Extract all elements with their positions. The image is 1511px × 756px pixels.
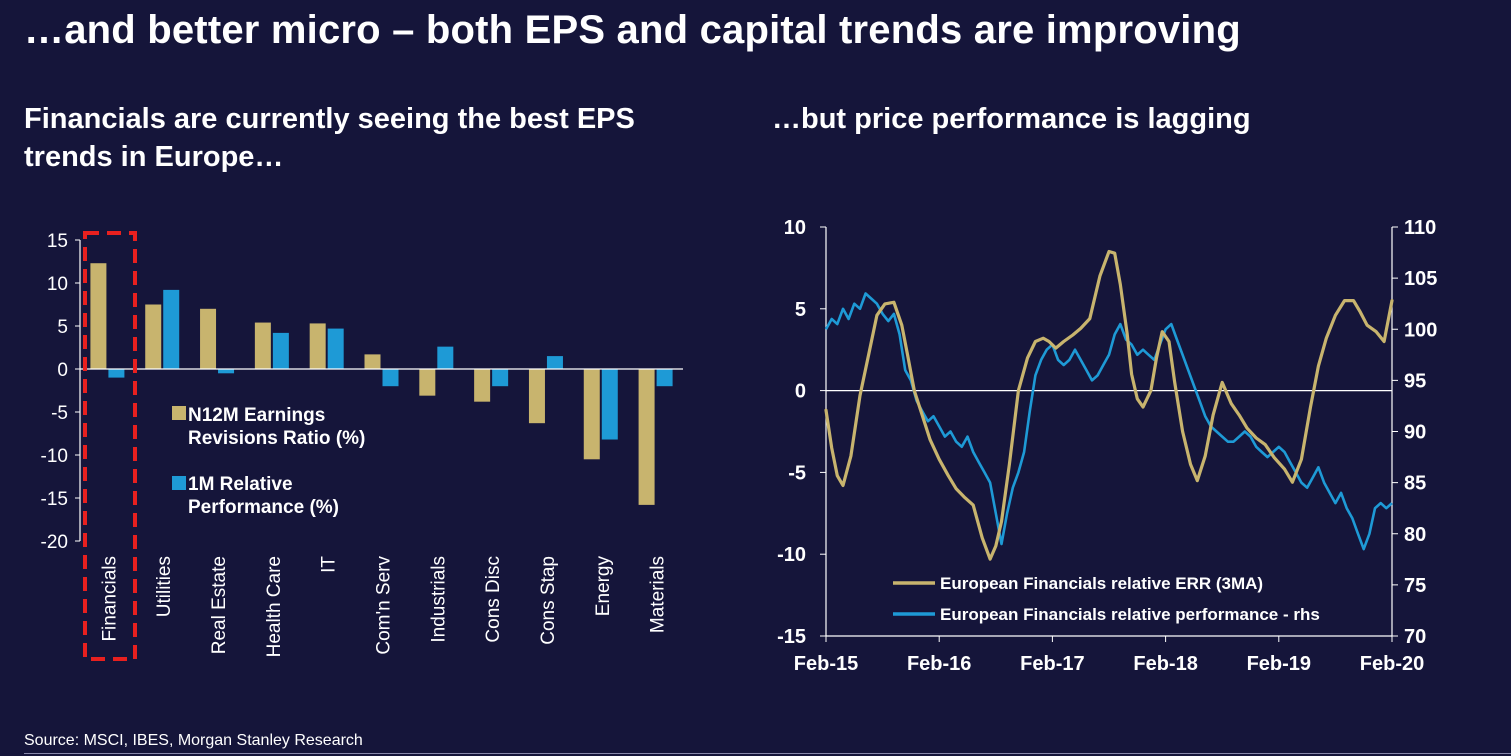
line-x-tick-label: Feb-15: [794, 653, 858, 675]
source-note: Source: MSCI, IBES, Morgan Stanley Resea…: [24, 732, 363, 749]
bar-category-label: Real Estate: [209, 556, 230, 654]
bar-category-label: IT: [319, 556, 340, 573]
bar-relative-performance: [492, 369, 509, 387]
bar-y-tick-label: -10: [41, 446, 68, 467]
bar-relative-performance: [382, 369, 399, 387]
bar-earnings-revisions: [528, 369, 545, 424]
bar-category-label: Materials: [648, 556, 669, 633]
series-relative-err-line: [824, 249, 1394, 561]
bar-y-tick-label: 5: [57, 317, 68, 338]
left-chart-subtitle: Financials are currently seeing the best…: [24, 103, 635, 173]
bar-legend-line: 1M Relative: [188, 474, 293, 495]
right-chart-subtitle: …but price performance is lagging: [772, 103, 1251, 135]
bar-earnings-revisions: [90, 263, 107, 369]
bar-category-label: Financials: [99, 556, 120, 642]
bar-category-label: Cons Stap: [538, 556, 559, 645]
line-x-tick-label: Feb-20: [1360, 653, 1424, 675]
line-right-tick-label: 110: [1404, 217, 1436, 239]
bar-legend-swatch: [172, 476, 186, 490]
bar-relative-performance: [218, 369, 235, 374]
bar-category-label: Utilities: [154, 556, 175, 617]
bar-legend-line: Revisions Ratio (%): [188, 428, 365, 449]
line-left-tick-label: -10: [777, 544, 806, 566]
line-right-tick-label: 80: [1404, 524, 1426, 546]
line-left-tick-label: 0: [795, 381, 806, 403]
bar-earnings-revisions: [474, 369, 491, 402]
line-x-tick-label: Feb-17: [1020, 653, 1084, 675]
bar-y-tick-label: 15: [47, 231, 68, 252]
bar-relative-performance: [546, 356, 563, 369]
line-left-tick-label: -5: [788, 462, 806, 484]
eps-bar-chart: 15 10 5 0 -5 -10 -15 -20 Financials Utilities Real…: [41, 231, 683, 661]
bar-legend-label: N12M Earnings Revisions Ratio (%): [188, 405, 365, 449]
bar-earnings-revisions: [364, 354, 381, 369]
bar-relative-performance: [601, 369, 618, 440]
bar-category-label: Health Care: [264, 556, 285, 657]
bar-relative-performance: [108, 369, 125, 378]
line-legend-label: European Financials relative ERR (3MA): [940, 574, 1263, 593]
bar-earnings-revisions: [638, 369, 655, 505]
bar-earnings-revisions: [583, 369, 600, 460]
line-right-tick-label: 90: [1404, 422, 1426, 444]
bar-legend-swatch: [172, 406, 186, 420]
bar-y-tick-label: 0: [57, 360, 68, 381]
financials-highlight-box: [83, 231, 137, 661]
line-right-tick-label: 85: [1404, 473, 1426, 495]
line-left-tick-label: 5: [795, 299, 806, 321]
line-x-tick-label: Feb-16: [907, 653, 971, 675]
line-right-tick-label: 75: [1404, 575, 1426, 597]
bar-legend-line: N12M Earnings: [188, 405, 325, 426]
bar-y-tick-label: -5: [51, 403, 68, 424]
line-right-tick-label: 105: [1404, 268, 1437, 290]
bar-category-label: Cons Disc: [483, 556, 504, 643]
line-right-tick-label: 95: [1404, 370, 1426, 392]
footer-rule: [24, 753, 1511, 754]
line-right-tick-label: 70: [1404, 626, 1426, 648]
bar-category-label: Energy: [593, 556, 614, 617]
bar-relative-performance: [656, 369, 673, 387]
bar-relative-performance: [327, 328, 344, 369]
line-left-tick-label: -15: [777, 626, 806, 648]
page-title: …and better micro – both EPS and capital…: [24, 8, 1241, 52]
bar-earnings-revisions: [200, 308, 217, 369]
bar-legend-line: Performance (%): [188, 497, 339, 518]
bar-y-tick-label: 10: [47, 274, 68, 295]
line-x-tick-label: Feb-18: [1133, 653, 1197, 675]
bar-category-label: Com'n Serv: [374, 556, 395, 655]
line-legend-label: European Financials relative performance…: [940, 605, 1320, 624]
bar-earnings-revisions: [145, 304, 162, 369]
bar-category-label: Industrials: [428, 556, 449, 643]
line-x-tick-label: Feb-19: [1247, 653, 1311, 675]
bar-legend-label: 1M Relative Performance (%): [188, 474, 339, 518]
bar-relative-performance: [437, 346, 454, 369]
bar-earnings-revisions: [254, 322, 271, 369]
line-right-tick-label: 100: [1404, 319, 1437, 341]
bar-y-tick-label: -20: [41, 532, 68, 553]
bar-relative-performance: [272, 332, 289, 369]
bar-relative-performance: [163, 289, 180, 369]
bar-y-tick-label: -15: [41, 489, 68, 510]
bar-earnings-revisions: [419, 369, 436, 396]
line-left-tick-label: 10: [784, 217, 806, 239]
bar-earnings-revisions: [309, 323, 326, 369]
